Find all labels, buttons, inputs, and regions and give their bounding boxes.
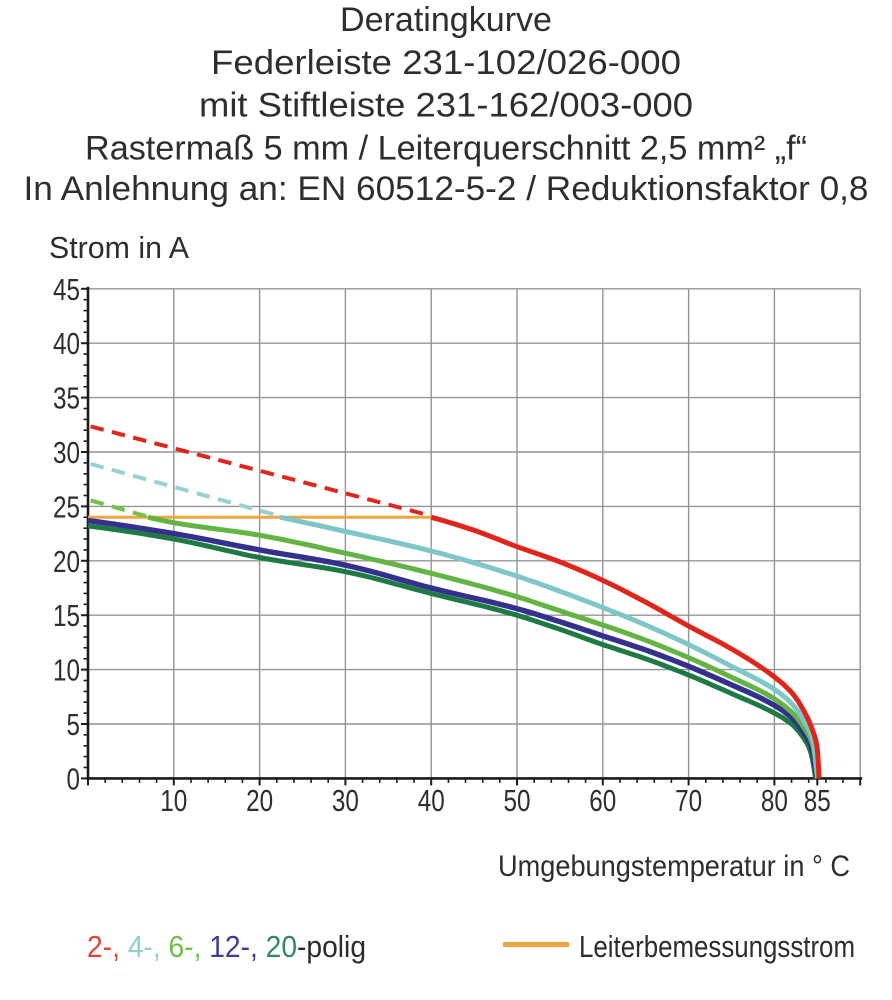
svg-text:Deratingkurve: Deratingkurve [340,1,552,39]
svg-text:20: 20 [53,544,80,579]
svg-text:5: 5 [67,707,80,742]
svg-text:35: 35 [53,381,80,416]
svg-text:50: 50 [504,783,531,818]
svg-text:40: 40 [418,783,445,818]
svg-text:Federleiste 231-102/026-000: Federleiste 231-102/026-000 [211,44,681,82]
svg-text:85: 85 [804,783,831,818]
svg-text:Leiterbemessungsstrom: Leiterbemessungsstrom [579,929,855,964]
svg-text:In Anlehnung an: EN 60512-5-2: In Anlehnung an: EN 60512-5-2 / Reduktio… [24,170,869,208]
svg-text:15: 15 [53,598,80,633]
svg-text:Rastermaß 5 mm / Leiterquersch: Rastermaß 5 mm / Leiterquerschnitt 2,5 m… [85,130,807,168]
svg-text:80: 80 [761,783,788,818]
svg-text:25: 25 [53,489,80,524]
svg-text:40: 40 [53,326,80,361]
svg-text:20: 20 [246,783,273,818]
svg-text:60: 60 [589,783,616,818]
svg-text:mit Stiftleiste 231-162/003-00: mit Stiftleiste 231-162/003-000 [199,87,693,125]
svg-text:0: 0 [67,762,80,797]
svg-text:30: 30 [332,783,359,818]
svg-text:Umgebungstemperatur in ° C: Umgebungstemperatur in ° C [498,850,850,883]
svg-text:30: 30 [53,435,80,470]
svg-text:10: 10 [160,783,187,818]
svg-text:70: 70 [675,783,702,818]
svg-text:2-, 4-, 6-, 12-, 20-polig: 2-, 4-, 6-, 12-, 20-polig [87,930,366,965]
svg-text:10: 10 [53,653,80,688]
svg-text:45: 45 [53,272,80,307]
svg-text:Strom in A: Strom in A [49,230,189,265]
